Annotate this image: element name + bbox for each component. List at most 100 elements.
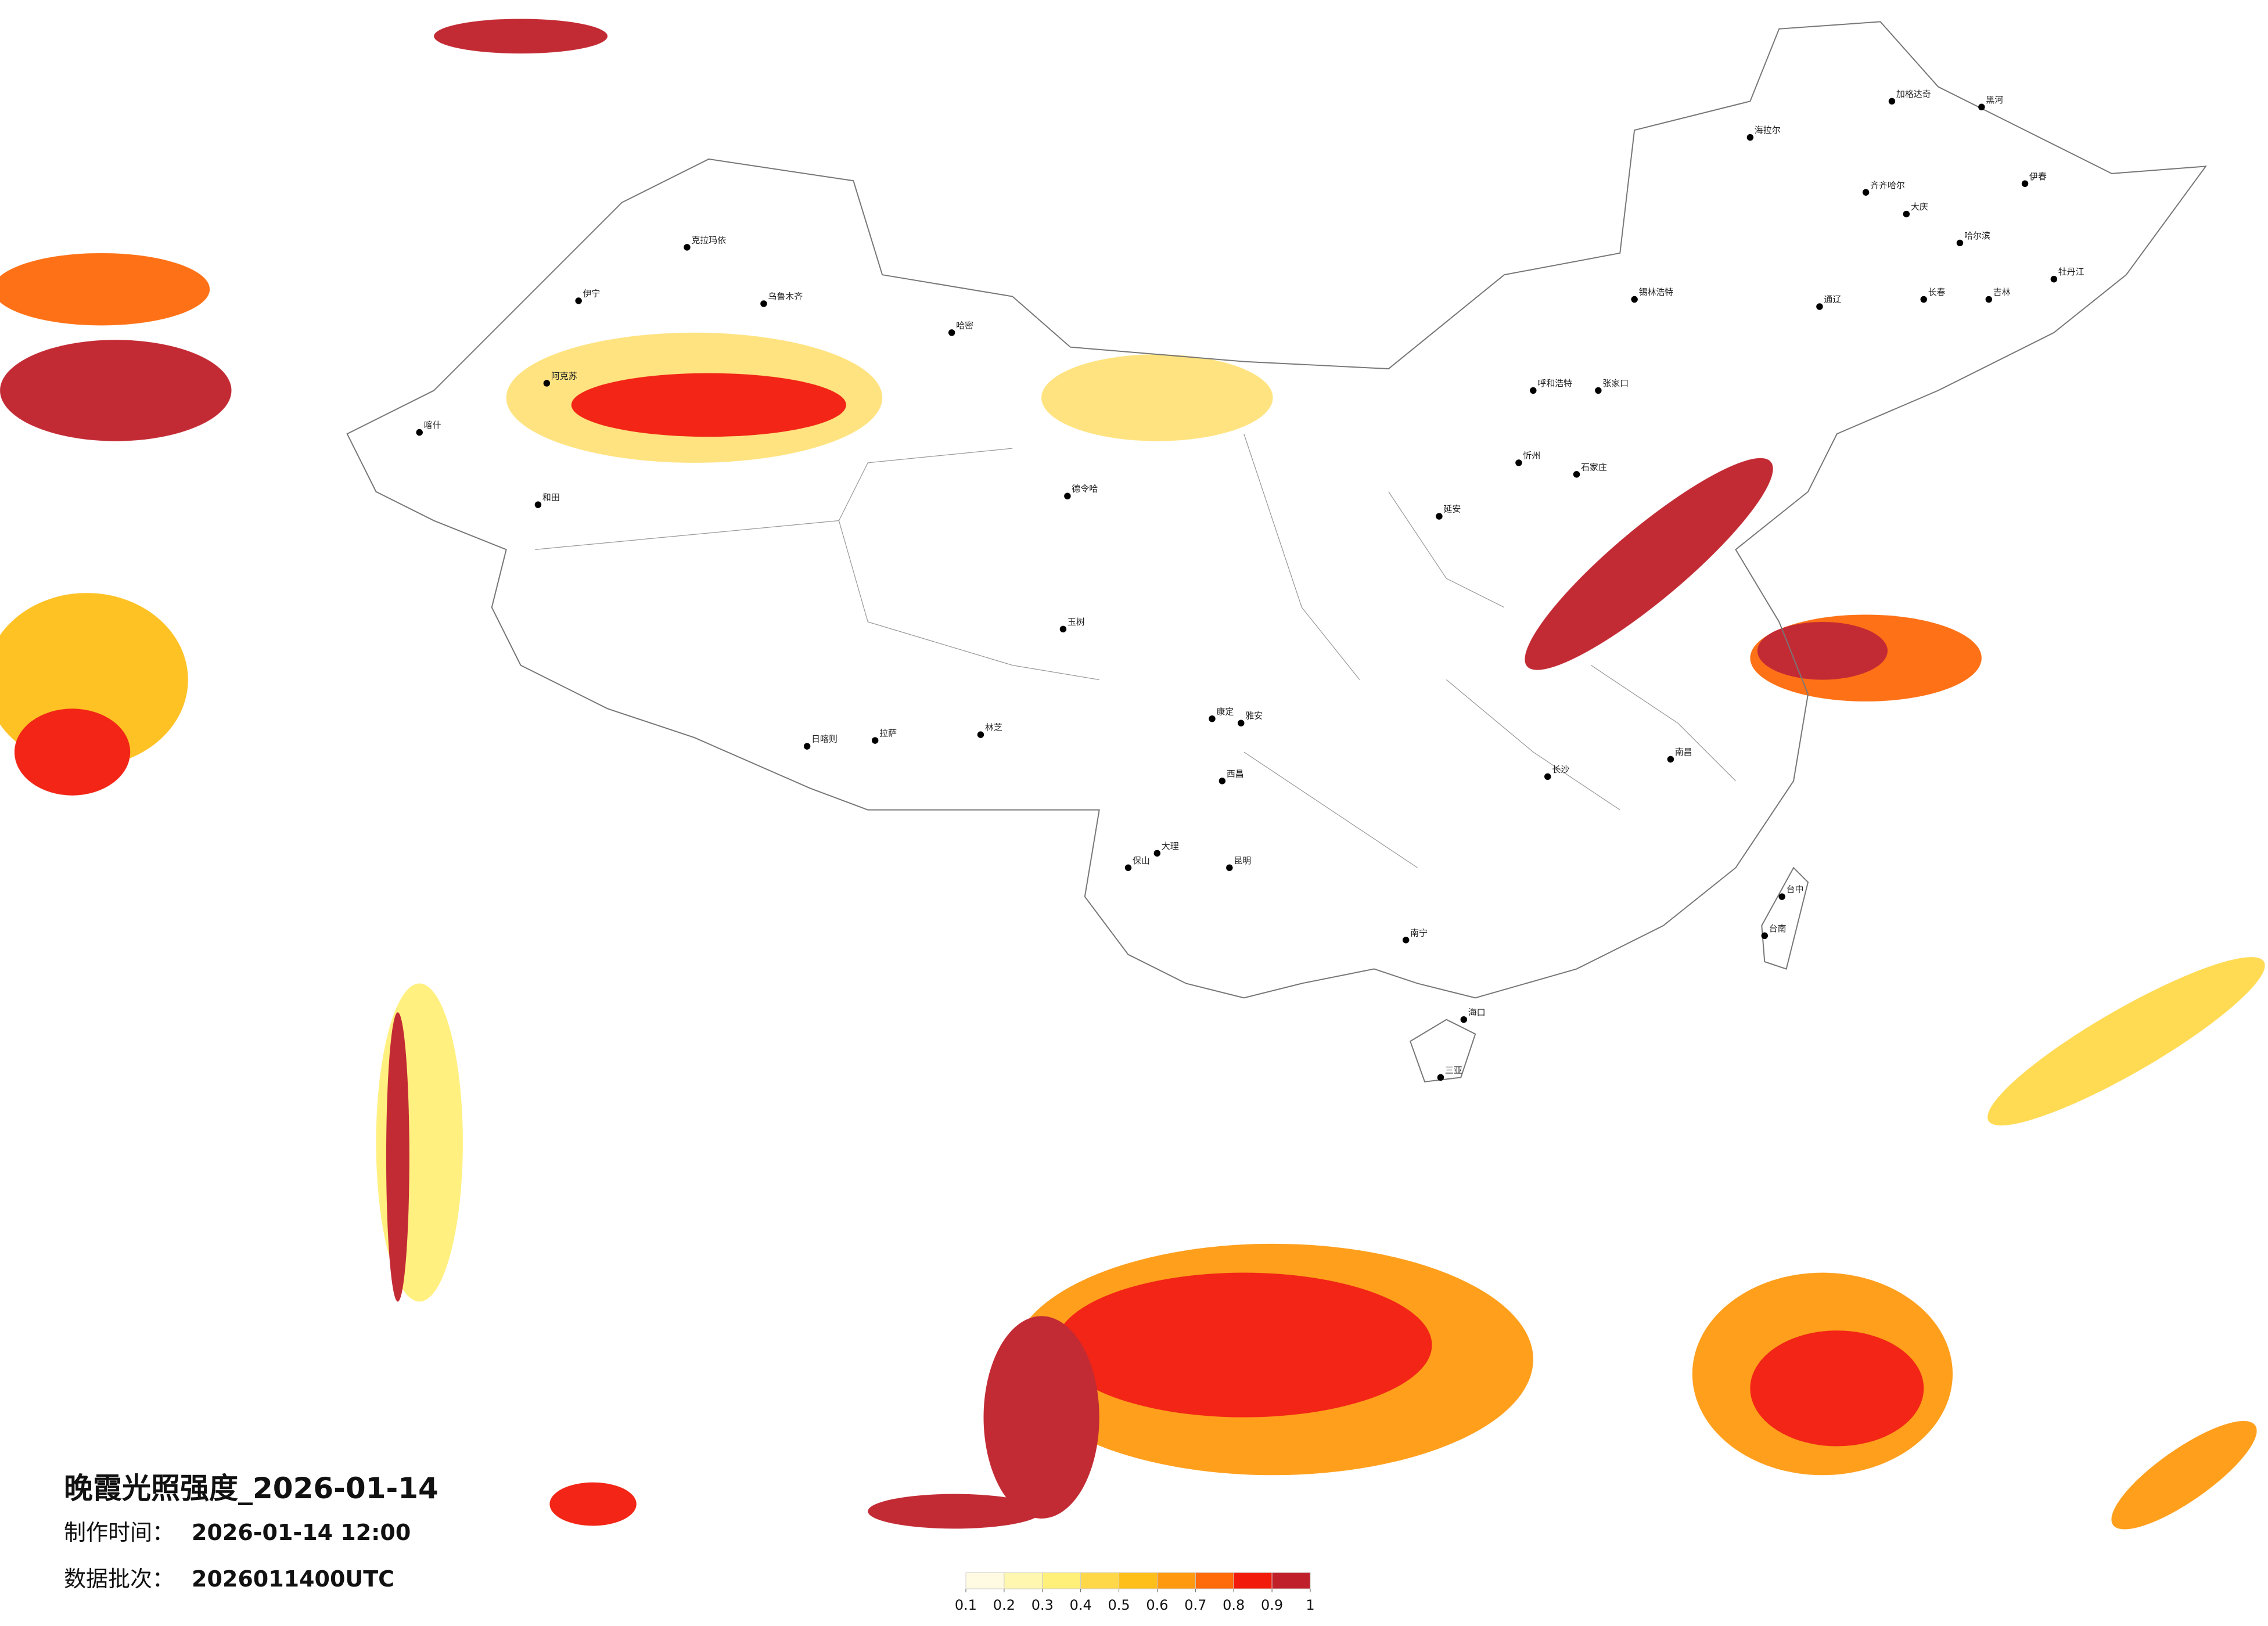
- city-dot: [1064, 492, 1071, 499]
- city-dot: [1920, 296, 1927, 303]
- city-dot: [1746, 134, 1754, 141]
- colorbar-tick-label: 0.9: [1261, 1597, 1283, 1613]
- city-label: 牡丹江: [2058, 267, 2084, 277]
- city-label: 保山: [1133, 855, 1150, 866]
- batch-label: 数据批次：: [64, 1566, 174, 1592]
- colorbar-tick-label: 0.1: [955, 1597, 977, 1613]
- city-label: 西昌: [1227, 768, 1244, 779]
- colorbar-swatch: [1042, 1572, 1081, 1589]
- city-label: 哈尔滨: [1964, 231, 1990, 241]
- colorbar-tick-label: 0.3: [1031, 1597, 1054, 1613]
- city-label: 拉萨: [879, 728, 897, 739]
- city-label: 延安: [1443, 504, 1461, 515]
- city-label: 加格达奇: [1896, 89, 1931, 99]
- country-border: [346, 21, 2207, 999]
- city-label: 黑河: [1986, 95, 2003, 105]
- city-label: 康定: [1216, 706, 1234, 717]
- city-dot: [1460, 1016, 1468, 1023]
- city-label: 呼和浩特: [1537, 378, 1572, 388]
- city-dot: [1124, 864, 1132, 871]
- city-label: 张家口: [1602, 378, 1629, 388]
- city-label: 海拉尔: [1755, 125, 1781, 135]
- city-label: 长春: [1928, 287, 1946, 297]
- city-label: 海口: [1468, 1007, 1486, 1017]
- hainan: [1409, 1019, 1476, 1082]
- city-dot: [1515, 459, 1522, 466]
- city-label: 伊宁: [583, 289, 601, 299]
- city-label: 大庆: [1911, 202, 1928, 212]
- city-label: 玉树: [1067, 617, 1085, 627]
- colorbar-swatch: [1271, 1572, 1311, 1589]
- colorbar-swatch: [1080, 1572, 1120, 1589]
- city-dot: [575, 297, 582, 304]
- province-border: [535, 433, 1736, 868]
- city-dot: [2021, 180, 2029, 188]
- city-dot: [1888, 98, 1896, 105]
- colorbar-tick-label: 0.6: [1146, 1597, 1168, 1613]
- colorbar-tick-label: 1: [1306, 1597, 1314, 1613]
- city-dot: [1667, 756, 1674, 763]
- city-label: 齐齐哈尔: [1870, 180, 1905, 190]
- colorbar-tick-label: 0.2: [993, 1597, 1015, 1613]
- colorbar-swatch: [1195, 1572, 1234, 1589]
- city-label: 喀什: [424, 420, 441, 430]
- city-label: 昆明: [1234, 855, 1251, 866]
- city-label: 石家庄: [1581, 462, 1607, 472]
- city-dot: [1778, 893, 1785, 900]
- city-dot: [1238, 720, 1245, 726]
- city-label: 长沙: [1552, 764, 1569, 775]
- city-dot: [977, 731, 984, 738]
- city-label: 台中: [1787, 884, 1804, 895]
- city-dot: [416, 429, 423, 436]
- city-label: 通辽: [1824, 294, 1841, 304]
- batch: 2026011400UTC: [192, 1566, 394, 1592]
- city-dot: [1402, 937, 1410, 944]
- city-dot: [1816, 303, 1823, 310]
- city-dot: [1544, 773, 1551, 780]
- colorbar-swatch: [1119, 1572, 1158, 1589]
- city-dot: [1219, 778, 1226, 785]
- colorbar-swatch: [1004, 1572, 1043, 1589]
- city-label: 德令哈: [1072, 484, 1098, 494]
- city-label: 大理: [1162, 841, 1179, 851]
- colorbar-swatch: [1156, 1572, 1196, 1589]
- city-label: 伊春: [2029, 171, 2047, 182]
- city-label: 克拉玛依: [691, 235, 726, 245]
- city-dot: [1761, 932, 1769, 940]
- city-dot: [534, 501, 542, 508]
- city-dot: [1226, 864, 1233, 871]
- city-dot: [1530, 387, 1537, 394]
- city-dot: [1862, 189, 1870, 196]
- city-label: 南宁: [1410, 927, 1428, 938]
- city-label: 锡林浩特: [1639, 287, 1674, 297]
- city-label: 哈密: [956, 320, 973, 330]
- colorbar-swatch: [965, 1572, 1005, 1589]
- production-time: 2026-01-14 12:00: [192, 1520, 411, 1545]
- production-label: 制作时间：: [64, 1520, 174, 1545]
- city-label: 雅安: [1245, 711, 1263, 721]
- colorbar: 0.1 0.2 0.3 0.4 0.5 0.6 0.7 0.8 0.9 1: [955, 1572, 1315, 1613]
- city-dot: [1631, 296, 1638, 303]
- city-label: 吉林: [1993, 287, 2011, 297]
- city-dot: [1956, 239, 1964, 247]
- city-label: 台南: [1769, 923, 1787, 934]
- city-label: 乌鲁木齐: [768, 292, 803, 302]
- colorbar-tick-label: 0.8: [1223, 1597, 1245, 1613]
- city-label: 日喀则: [811, 734, 838, 744]
- city-dot: [871, 737, 879, 744]
- city-dot: [1436, 513, 1443, 520]
- city-dot: [1985, 296, 1993, 303]
- city-label: 三亚: [1445, 1065, 1462, 1075]
- colorbar-swatch: [1233, 1572, 1273, 1589]
- colorbar-tick-label: 0.5: [1108, 1597, 1130, 1613]
- city-dot: [1059, 625, 1067, 633]
- city-dot: [1209, 715, 1216, 722]
- title: 晚霞光照强度_2026-01-14: [64, 1472, 438, 1505]
- heat-field: [0, 19, 2265, 1530]
- city-label: 南昌: [1675, 747, 1692, 757]
- city-label: 林芝: [985, 722, 1002, 733]
- colorbar-tick-label: 0.4: [1070, 1597, 1092, 1613]
